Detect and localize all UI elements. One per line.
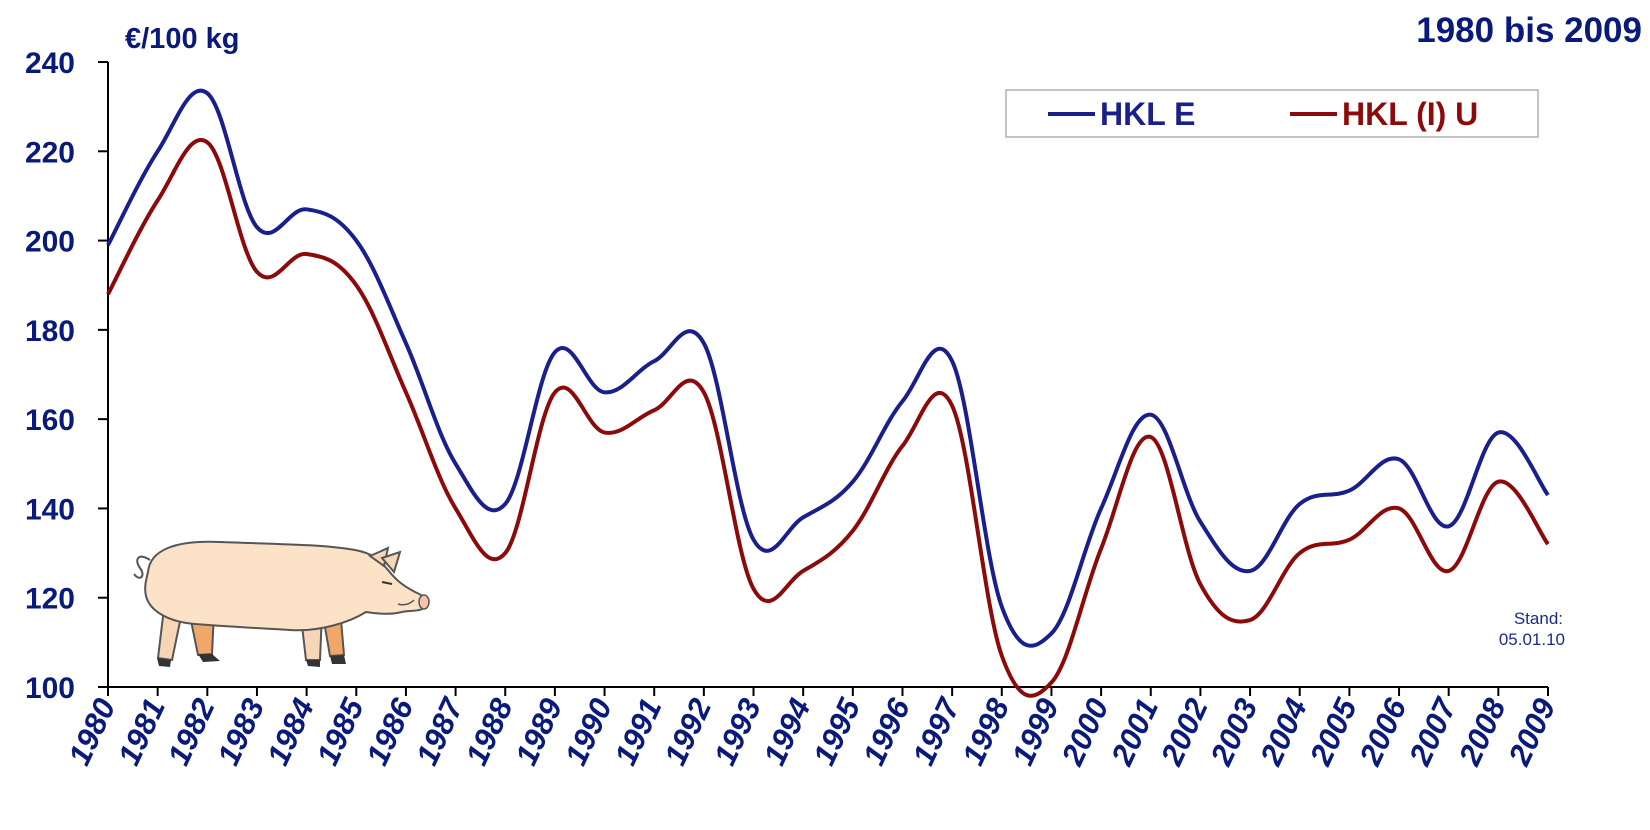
pig-tail [133,555,151,579]
x-tick-label: 1987 [409,692,471,771]
x-tick-label: 1995 [806,692,867,770]
y-axis-unit-label: €/100 kg [125,23,239,55]
x-tick-label: 2001 [1104,693,1165,771]
x-tick-label: 1988 [459,692,520,770]
x-tick-label: 1990 [558,693,619,770]
x-tick-label: 1994 [757,693,818,770]
pig-hoof [198,654,220,662]
y-tick-label: 100 [25,672,75,705]
y-tick-label: 120 [25,583,75,616]
x-tick-label: 1986 [359,692,420,770]
pig-eye [381,581,393,585]
pig-ear [380,550,402,575]
pig-mouth [397,599,415,606]
x-tick-label: 1982 [161,693,222,770]
legend-label-hkl-i-u: HKL (I) U [1342,96,1478,132]
pig-hoof [306,660,320,667]
x-tick-label: 2003 [1203,693,1264,771]
chart-title: 1980 bis 2009 [1416,11,1642,50]
x-tick-label: 1996 [856,692,917,770]
y-tick-label: 140 [25,493,75,526]
x-tick-label: 2004 [1253,693,1314,771]
x-tick-label: 2006 [1352,692,1414,771]
x-tick-label: 1991 [608,693,669,770]
legend: HKL E HKL (I) U [1005,89,1539,138]
x-tick-label: 1981 [111,693,172,770]
series-line-hkl-e [106,88,1550,648]
stand-label: Stand: [1514,609,1563,628]
legend-label-hkl-e: HKL E [1100,96,1195,132]
y-tick-label: 220 [25,136,75,169]
pig-illustration [133,540,430,667]
y-tick-label: 200 [25,226,75,259]
x-tick-label: 2000 [1054,693,1115,771]
x-tick-label: 1993 [707,693,768,770]
y-tick-label: 240 [25,47,75,80]
stand-date: 05.01.10 [1499,630,1565,649]
x-tick-label: 2002 [1153,693,1214,771]
pig-hoof [330,655,346,664]
x-tick-label: 2008 [1451,692,1513,771]
x-tick-label: 1984 [260,693,321,770]
x-axis-ticks: 1980198119821983198419851986198719881989… [61,687,1563,772]
pig-body [144,540,429,632]
y-tick-label: 180 [25,315,75,348]
x-tick-label: 1998 [955,692,1016,770]
x-tick-label: 2005 [1302,692,1364,771]
y-axis-ticks: 100 120 140 160 180 200 220 240 [25,47,108,705]
x-tick-label: 1983 [210,693,271,770]
y-tick-label: 160 [25,404,75,437]
pig-hoof [157,658,171,667]
pig-snout [418,594,430,610]
x-tick-label: 1992 [657,693,718,770]
x-tick-label: 2009 [1501,692,1563,771]
x-tick-label: 1999 [1005,692,1066,770]
series-lines [106,88,1550,698]
x-tick-label: 1989 [508,692,569,770]
series-line-hkl-i-u [106,138,1550,698]
x-tick-label: 2007 [1402,692,1464,772]
x-tick-label: 1997 [906,692,968,771]
x-tick-label: 1985 [310,692,371,770]
